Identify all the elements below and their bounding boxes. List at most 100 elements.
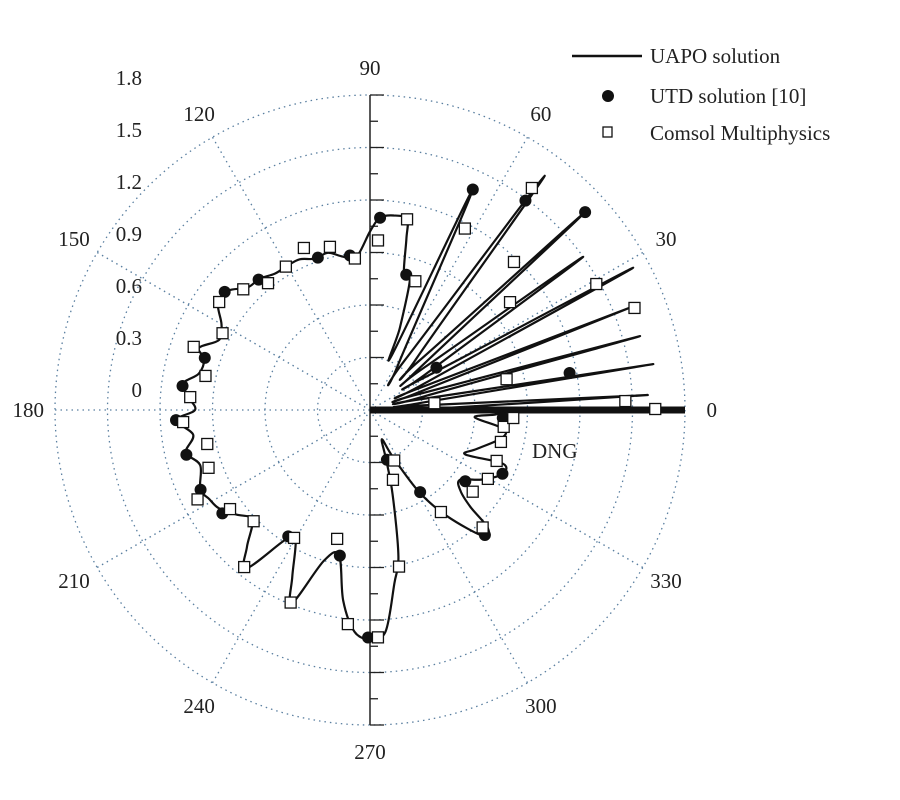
angle-tick-label: 180	[12, 398, 44, 422]
utd-solution-point	[311, 251, 324, 264]
comsol-point	[392, 560, 406, 573]
comsol-point	[590, 277, 603, 291]
dng-annotation: DNG	[532, 439, 578, 463]
comsol-point	[490, 454, 503, 468]
grid-spoke	[96, 409, 371, 569]
comsol-point	[323, 240, 337, 253]
angle-tick-label: 60	[530, 102, 551, 126]
radial-tick-label: 1.8	[116, 66, 142, 90]
radial-tick-labels: 0 0.3 0.6 0.9 1.2 1.5 1.8	[116, 66, 142, 402]
comsol-point	[261, 277, 275, 290]
comsol-point	[649, 402, 662, 416]
radial-tick-label: 1.2	[116, 170, 142, 194]
angle-tick-label: 150	[58, 227, 90, 251]
angle-tick-label: 330	[650, 569, 682, 593]
utd-solution-point	[252, 273, 265, 286]
comsol-point	[466, 485, 479, 498]
comsol-point	[507, 255, 521, 269]
comsol-point	[525, 181, 539, 195]
comsol-point	[503, 296, 517, 309]
comsol-point	[628, 301, 641, 315]
comsol-point	[458, 222, 472, 235]
comsol-point	[176, 415, 190, 429]
comsol-point	[184, 390, 197, 404]
angle-tick-label: 300	[525, 694, 557, 718]
comsol-point	[494, 435, 508, 449]
comsol-point	[400, 213, 414, 226]
comsol-point	[476, 521, 489, 534]
comsol-point	[341, 617, 355, 631]
comsol-point	[187, 340, 200, 354]
uapo-solution-line	[174, 174, 655, 641]
comsol-point	[619, 394, 632, 408]
comsol-point	[287, 531, 301, 545]
comsol-point	[199, 369, 212, 383]
comsol-point	[297, 241, 311, 255]
comsol-point	[434, 505, 448, 519]
legend: UAPO solution UTD solution [10] Comsol M…	[572, 44, 830, 145]
angle-tick-labels: 0 30 60 90 120 150 180 210 240 270 300 330	[12, 56, 717, 764]
angle-tick-label: 120	[183, 102, 215, 126]
comsol-point	[191, 493, 204, 506]
comsol-point	[388, 454, 401, 467]
comsol-point	[284, 596, 297, 609]
utd-solution-point	[466, 183, 479, 196]
legend-square-swatch	[602, 126, 613, 138]
radial-tick-label: 1.5	[116, 118, 142, 142]
comsol-point	[201, 437, 214, 451]
radial-tick-label: 0.9	[116, 222, 142, 246]
angle-tick-label: 30	[655, 227, 676, 251]
utd-solution-point	[519, 194, 532, 207]
comsol-point	[223, 502, 237, 516]
utd-solution-point	[414, 486, 427, 499]
utd-solution-point	[430, 361, 443, 374]
series-group	[170, 174, 662, 644]
comsol-point	[216, 327, 229, 340]
grid-spoke	[211, 409, 371, 684]
legend-label-utd: UTD solution [10]	[650, 84, 806, 108]
utd-solution-point	[218, 285, 231, 298]
comsol-point	[237, 283, 250, 296]
utd-solution-point	[194, 483, 207, 496]
radial-tick-label: 0.3	[116, 326, 142, 350]
grid-spoke	[211, 136, 371, 411]
utd-solution-point	[459, 475, 472, 488]
grid-spoke	[369, 409, 529, 684]
angle-tick-label: 0	[707, 398, 718, 422]
legend-label-comsol: Comsol Multiphysics	[650, 121, 830, 145]
utd-solution-point	[180, 448, 193, 461]
dng-slab-bar	[370, 406, 685, 414]
comsol-point	[386, 473, 400, 486]
comsol-point	[213, 295, 226, 309]
comsol-point	[330, 532, 344, 546]
comsol-point	[500, 373, 513, 386]
comsol-point	[348, 252, 362, 265]
utd-solution-point	[362, 631, 375, 644]
comsol-point	[279, 260, 293, 273]
comsol-point	[371, 234, 385, 247]
utd-solution-point	[176, 379, 189, 392]
angle-tick-label: 210	[58, 569, 90, 593]
radial-tick-label: 0.6	[116, 274, 142, 298]
comsol-point	[238, 560, 251, 574]
legend-dot-swatch	[602, 90, 614, 102]
dng-slab	[370, 406, 685, 414]
comsol-point	[247, 515, 260, 528]
utd-solution-point	[333, 549, 346, 562]
angle-tick-label: 270	[354, 740, 386, 764]
comsol-point	[497, 420, 510, 434]
comsol-point	[481, 472, 495, 486]
utd-solution-point	[579, 206, 592, 219]
utd-solution-point	[198, 351, 211, 364]
angle-tick-label: 240	[183, 694, 215, 718]
comsol-point	[507, 411, 520, 425]
comsol-point	[202, 461, 215, 474]
radial-tick-label: 0	[132, 378, 143, 402]
legend-label-uapo: UAPO solution	[650, 44, 781, 68]
comsol-point	[409, 275, 422, 288]
comsol-point	[428, 397, 441, 410]
utd-solution-point	[374, 211, 387, 224]
utd-solution-point	[563, 367, 576, 380]
utd-solution-point	[496, 467, 509, 480]
angle-tick-label: 90	[360, 56, 381, 80]
